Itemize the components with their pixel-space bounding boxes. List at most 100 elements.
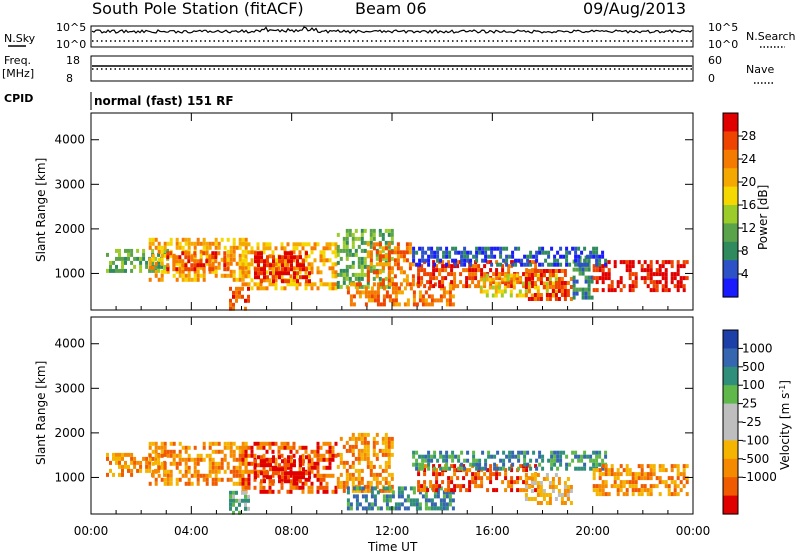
data-cell [457,458,461,463]
data-cell [298,270,302,275]
data-cell [492,488,496,493]
data-cell [502,466,506,471]
data-cell [220,257,224,262]
data-cell [357,452,361,457]
freq-unit: [MHz] [2,67,34,80]
data-cell [214,449,218,454]
data-cell [628,264,632,269]
data-cell [257,267,260,272]
data-cell [127,464,130,469]
data-cell [181,265,185,270]
data-cell [652,468,656,473]
data-cell [280,481,284,486]
data-cell [384,468,388,473]
data-cell [289,282,293,287]
colorbar-segment [723,440,738,460]
data-cell [304,270,308,275]
data-cell [424,490,428,495]
data-cell [358,290,362,295]
data-cell [545,473,549,477]
data-cell [536,293,540,297]
data-cell [163,469,167,474]
data-cell [601,288,605,293]
data-cell [463,262,467,267]
data-cell [316,457,320,462]
data-cell [589,250,593,255]
data-cell [302,459,305,464]
data-cell [548,297,552,301]
data-cell [514,262,518,267]
data-cell [387,266,391,271]
data-cell [348,464,352,469]
data-cell [322,258,326,263]
data-cell [676,492,680,497]
data-cell [415,302,419,307]
data-cell [278,467,281,472]
data-cell [646,488,650,493]
data-cell [271,449,275,454]
data-cell [151,441,155,446]
data-cell [169,453,173,458]
data-cell [634,480,638,485]
data-cell [244,490,247,495]
data-cell [238,461,242,466]
data-cell [269,263,272,268]
data-cell [172,441,176,446]
data-cell [247,445,251,450]
data-cell [166,449,170,454]
data-cell [310,282,314,287]
data-cell [613,288,617,293]
data-cell [565,258,569,263]
data-cell [557,481,561,485]
data-cell [474,472,478,477]
data-cell [148,481,152,486]
data-cell [366,432,370,437]
data-cell [336,484,340,489]
data-cell [366,440,370,445]
data-cell [613,480,617,485]
data-cell [272,467,275,472]
data-cell [497,281,501,286]
data-cell [313,246,317,251]
data-cell [166,481,170,486]
data-cell [226,237,230,242]
data-cell [269,479,272,484]
data-cell [453,488,457,493]
data-cell [421,258,425,263]
data-cell [508,466,512,471]
data-cell [613,484,617,489]
data-cell [391,298,395,303]
data-cell [471,476,475,481]
data-cell [355,494,359,499]
data-cell [652,288,656,293]
data-cell [504,488,508,493]
data-cell [316,485,320,490]
data-cell [487,454,491,459]
data-cell [583,262,587,267]
data-cell [545,277,549,281]
data-cell [354,228,358,233]
data-cell [418,294,422,299]
data-cell [529,254,533,259]
data-cell [499,254,503,259]
data-cell [430,246,434,251]
data-cell [190,457,194,462]
data-cell [536,473,540,477]
data-cell [259,445,263,450]
data-cell [354,252,358,257]
data-cell [163,452,167,457]
data-cell [160,273,164,278]
data-cell [420,280,424,285]
data-cell [334,246,338,251]
data-cell [322,262,326,267]
data-cell [471,264,475,269]
data-cell [220,477,224,482]
data-cell [296,255,299,260]
data-cell [238,269,242,274]
data-cell [184,273,188,278]
data-cell [293,271,296,276]
data-cell [346,290,350,295]
data-cell [381,476,385,481]
data-cell [595,454,599,459]
data-cell [524,289,528,294]
